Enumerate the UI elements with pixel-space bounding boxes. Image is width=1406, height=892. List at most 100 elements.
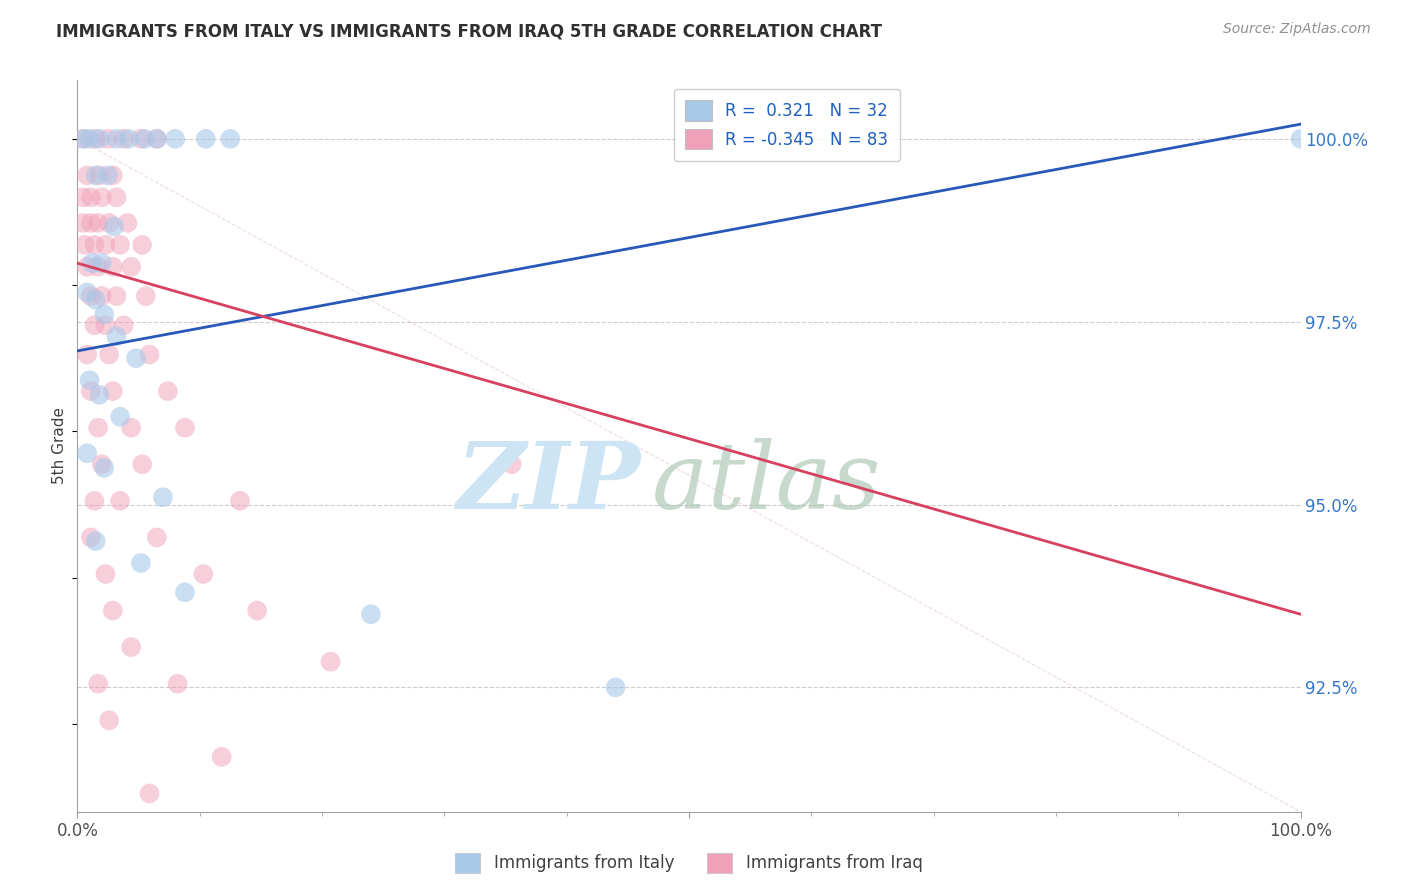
Point [98, 216, 121, 230]
Point [219, 132, 242, 146]
Point [94, 238, 117, 252]
Point [165, 132, 187, 146]
Text: ZIP: ZIP [456, 438, 640, 527]
Point [174, 421, 197, 435]
Point [93, 461, 115, 475]
Point [89, 169, 111, 183]
Point [605, 681, 627, 695]
Point [98, 348, 121, 362]
Point [105, 132, 128, 146]
Point [90, 256, 112, 270]
Point [90, 190, 112, 204]
Point [76, 446, 98, 460]
Point [72, 132, 94, 146]
Point [101, 169, 124, 183]
Point [211, 750, 233, 764]
Point [83, 318, 105, 333]
Point [146, 531, 169, 545]
Point [105, 289, 128, 303]
Point [120, 640, 142, 655]
Point [138, 787, 160, 801]
Point [501, 458, 523, 472]
Point [90, 289, 112, 303]
Text: Source: ZipAtlas.com: Source: ZipAtlas.com [1223, 22, 1371, 37]
Point [76, 260, 98, 274]
Point [246, 604, 269, 618]
Point [118, 132, 141, 146]
Point [90, 458, 112, 472]
Point [97, 132, 120, 146]
Point [87, 421, 110, 435]
Legend: R =  0.321   N = 32, R = -0.345   N = 83: R = 0.321 N = 32, R = -0.345 N = 83 [673, 88, 900, 161]
Point [166, 677, 188, 691]
Point [131, 458, 153, 472]
Point [138, 348, 160, 362]
Point [87, 260, 110, 274]
Point [84, 534, 107, 549]
Point [112, 318, 135, 333]
Point [83, 238, 105, 252]
Point [129, 556, 152, 570]
Point [83, 494, 105, 508]
Point [79, 373, 101, 387]
Point [125, 351, 148, 366]
Legend: Immigrants from Italy, Immigrants from Iraq: Immigrants from Italy, Immigrants from I… [449, 847, 929, 880]
Point [120, 260, 142, 274]
Point [84, 293, 107, 307]
Point [135, 289, 157, 303]
Point [129, 132, 152, 146]
Point [101, 260, 124, 274]
Point [103, 219, 125, 234]
Point [1289, 132, 1312, 146]
Point [98, 714, 121, 728]
Text: atlas: atlas [652, 438, 882, 527]
Point [229, 494, 252, 508]
Point [87, 677, 110, 691]
Point [87, 216, 110, 230]
Point [101, 604, 124, 618]
Point [120, 421, 142, 435]
Point [131, 238, 153, 252]
Point [105, 329, 128, 343]
Point [112, 132, 135, 146]
Point [105, 190, 128, 204]
Point [79, 132, 101, 146]
Point [72, 132, 94, 146]
Text: IMMIGRANTS FROM ITALY VS IMMIGRANTS FROM IRAQ 5TH GRADE CORRELATION CHART: IMMIGRANTS FROM ITALY VS IMMIGRANTS FROM… [56, 22, 882, 40]
Point [146, 132, 169, 146]
Point [76, 348, 98, 362]
Point [72, 190, 94, 204]
Point [80, 256, 103, 270]
Point [80, 216, 103, 230]
Point [360, 607, 382, 622]
Point [117, 216, 139, 230]
Point [194, 132, 217, 146]
Point [72, 216, 94, 230]
Point [193, 567, 215, 582]
Point [108, 238, 131, 252]
Point [89, 132, 111, 146]
Point [80, 190, 103, 204]
Point [97, 169, 120, 183]
Point [146, 132, 169, 146]
Point [76, 169, 98, 183]
Point [319, 655, 342, 669]
Y-axis label: 5th Grade: 5th Grade [52, 408, 67, 484]
Point [108, 409, 131, 424]
Point [80, 531, 103, 545]
Point [93, 307, 115, 321]
Point [108, 494, 131, 508]
Point [84, 169, 107, 183]
Point [84, 132, 107, 146]
Point [80, 289, 103, 303]
Point [174, 585, 197, 599]
Point [152, 490, 174, 504]
Point [156, 384, 179, 399]
Point [101, 384, 124, 399]
Point [134, 132, 156, 146]
Point [80, 384, 103, 399]
Point [94, 318, 117, 333]
Point [94, 567, 117, 582]
Point [89, 388, 111, 402]
Point [73, 238, 96, 252]
